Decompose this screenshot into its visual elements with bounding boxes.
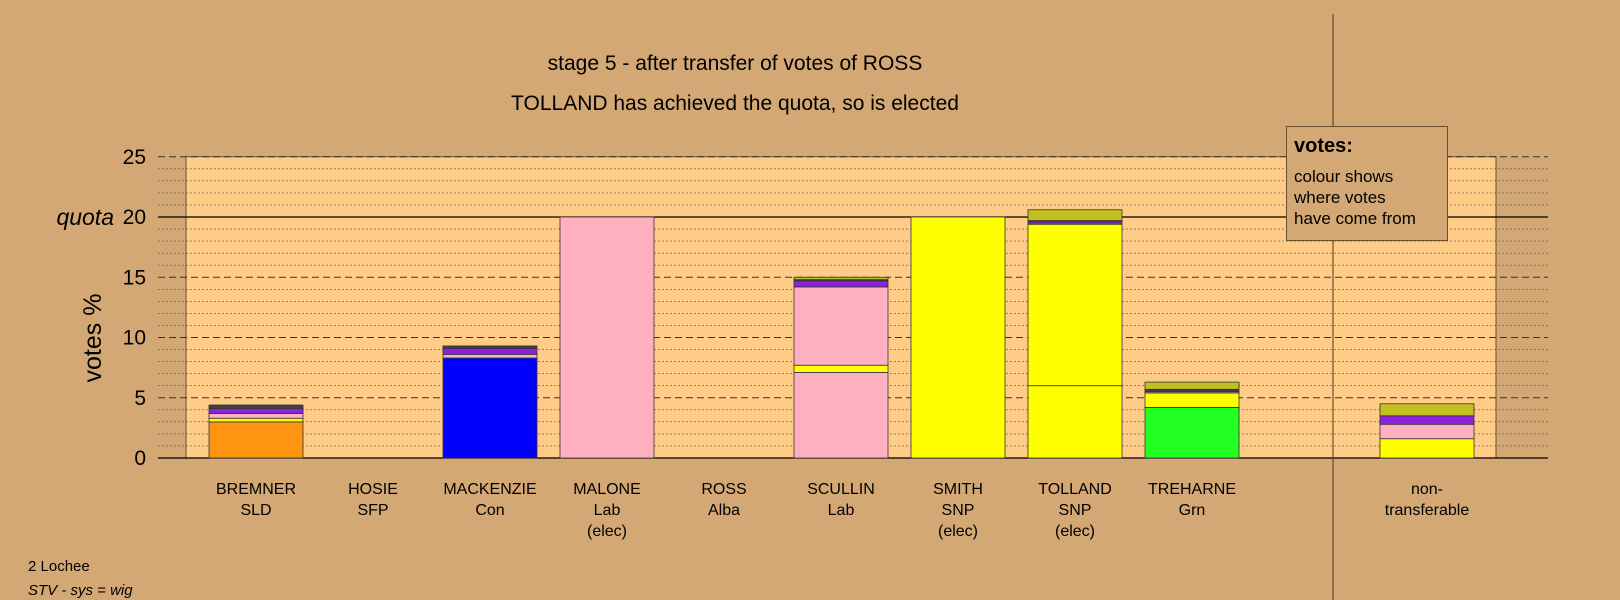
x-label-party: SNP [1059, 502, 1092, 519]
x-label-name: ROSS [701, 481, 746, 498]
legend-line: where votes [1294, 188, 1386, 207]
bar-segment [1027, 209, 1123, 222]
x-label-party: SLD [240, 502, 271, 519]
y-tick-label: 20 [123, 206, 146, 229]
y-tick-label: 0 [134, 447, 146, 470]
x-label-nontransferable: non- [1411, 481, 1443, 498]
chart-title: stage 5 - after transfer of votes of ROS… [547, 52, 923, 75]
bar-segment [442, 357, 538, 459]
nontransferable-bar-segment [1379, 438, 1475, 459]
legend-line: have come from [1294, 209, 1416, 228]
bar-segment [793, 276, 889, 281]
bar-segment [793, 280, 889, 288]
bar-segment [1144, 381, 1240, 390]
x-label-name: TREHARNE [1148, 481, 1236, 498]
y-tick-label: 15 [123, 266, 146, 289]
ward-label: 2 Lochee [28, 558, 90, 575]
bar-segment [559, 216, 655, 459]
quota-label: quota [56, 204, 114, 230]
y-tick-label: 25 [123, 146, 146, 169]
bar-segment [208, 421, 304, 459]
x-label-name: MACKENZIE [443, 481, 536, 498]
bar-segment [1144, 406, 1240, 459]
bar-segment [793, 364, 889, 373]
x-label-party: Lab [594, 502, 621, 519]
x-label-name: TOLLAND [1038, 481, 1112, 498]
bar-segment [1027, 223, 1123, 387]
nontransferable-bar-segment [1379, 403, 1475, 417]
bar-segment [793, 372, 889, 459]
legend-title: votes: [1294, 135, 1353, 157]
x-label-party: Alba [708, 502, 740, 519]
x-label-note: (elec) [938, 523, 978, 540]
x-label-party: Con [475, 502, 504, 519]
bar-segment [208, 408, 304, 414]
x-label-nontransferable: transferable [1385, 502, 1470, 519]
x-label-name: BREMNER [216, 481, 296, 498]
x-label-party: Grn [1179, 502, 1206, 519]
bar-segment [442, 345, 538, 349]
x-label-party: Lab [828, 502, 855, 519]
x-label-party: SFP [357, 502, 388, 519]
x-label-name: MALONE [573, 481, 641, 498]
y-tick-label: 5 [134, 387, 146, 410]
x-label-party: SNP [942, 502, 975, 519]
chart-subtitle: TOLLAND has achieved the quota, so is el… [511, 92, 959, 115]
bar-segment [208, 413, 304, 419]
system-label: STV - sys = wig [28, 582, 133, 599]
bar-segment [442, 353, 538, 359]
nontransferable-bar-segment [1379, 423, 1475, 440]
legend-line: colour shows [1294, 167, 1394, 186]
bar-segment [910, 216, 1006, 459]
x-label-note: (elec) [587, 523, 627, 540]
bar-segment [1027, 385, 1123, 459]
bar-segment [442, 347, 538, 355]
bar-segment [1144, 392, 1240, 408]
bar-segment [793, 286, 889, 366]
x-label-name: SMITH [933, 481, 983, 498]
x-label-name: SCULLIN [807, 481, 875, 498]
x-label-name: HOSIE [348, 481, 398, 498]
legend-box: votes: colour shows where votes have com… [1286, 126, 1448, 241]
bar-segment [208, 404, 304, 409]
x-label-note: (elec) [1055, 523, 1095, 540]
y-axis-label: votes % [79, 294, 107, 383]
y-tick-label: 10 [123, 327, 146, 350]
nontransferable-bar-segment [1379, 415, 1475, 425]
bar-segment [208, 417, 304, 423]
